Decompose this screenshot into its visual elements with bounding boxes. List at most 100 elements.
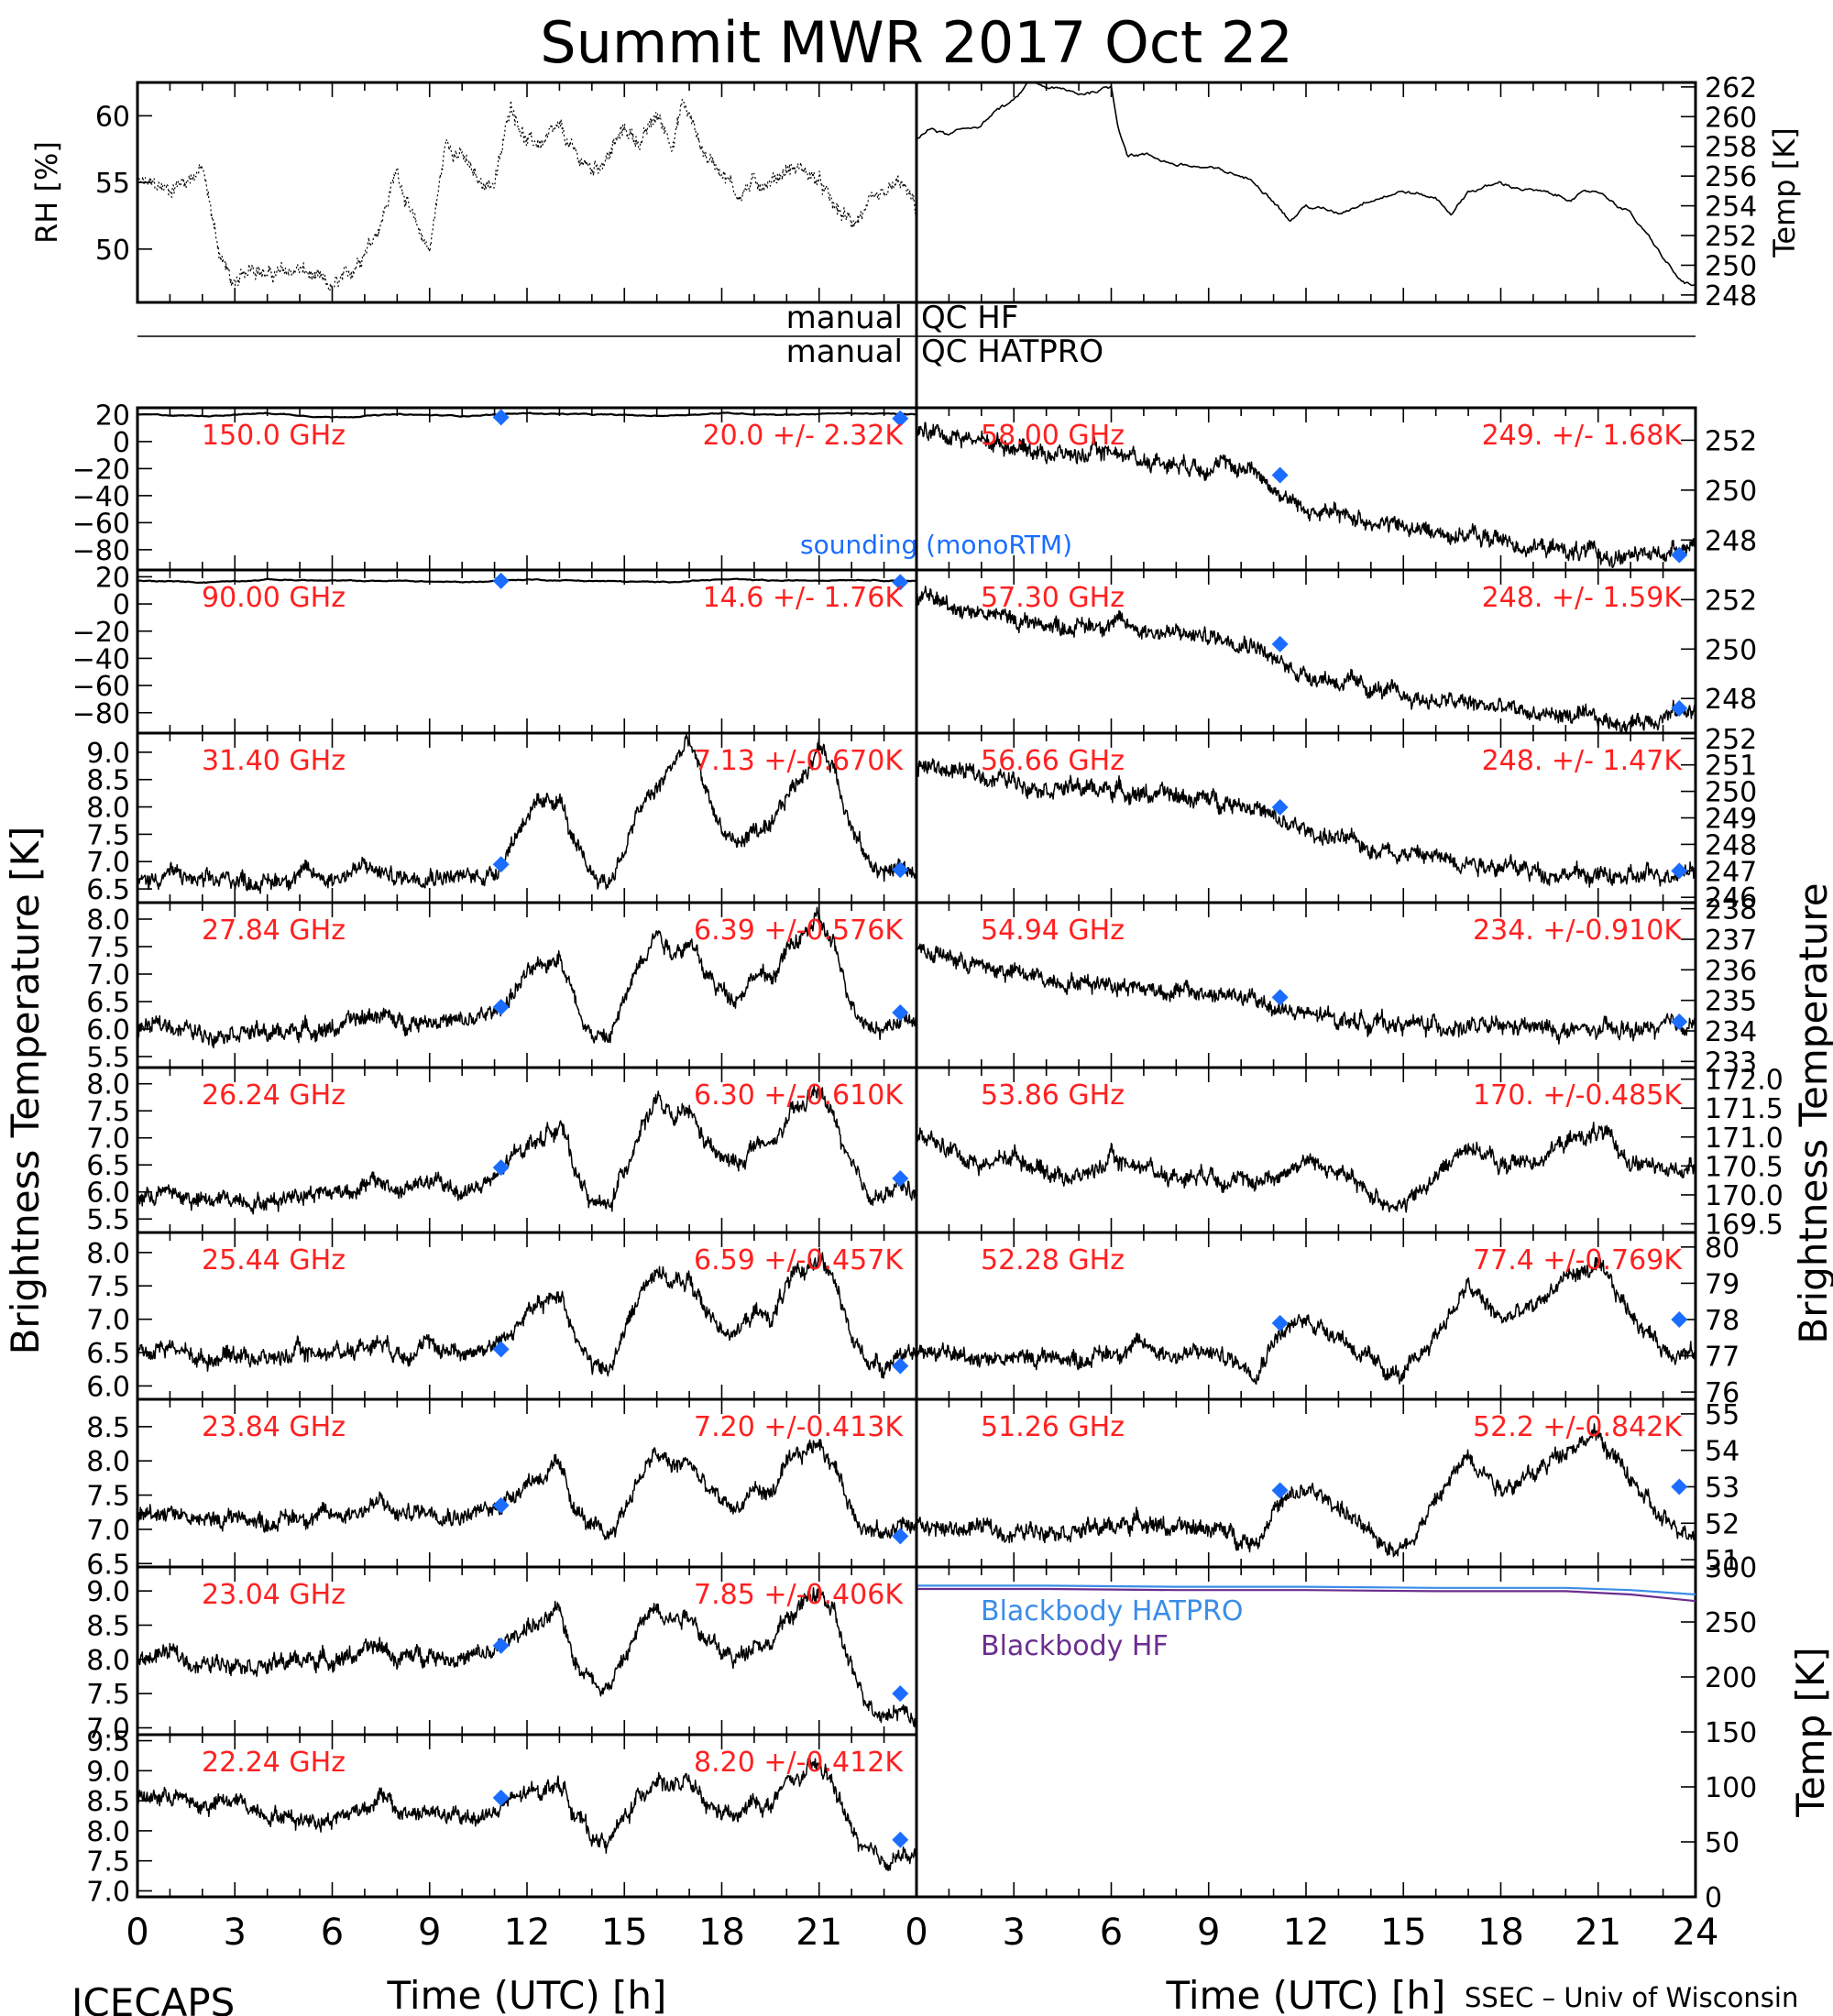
y-tick-label: 247 xyxy=(1705,856,1757,888)
trace-line xyxy=(137,1439,916,1540)
y-tick-label: 236 xyxy=(1705,955,1757,987)
y-tick-label: 6.5 xyxy=(86,1549,130,1581)
channel-stats: 6.39 +/-0.576K xyxy=(694,915,904,947)
channel-stats: 7.13 +/-0.670K xyxy=(694,745,904,777)
trace-line xyxy=(137,1084,916,1215)
panel-content xyxy=(137,1439,916,1545)
x-tick-label-right: 6 xyxy=(1100,1912,1123,1954)
panel-content xyxy=(916,1423,1696,1558)
channel-stats: 7.85 +/-0.406K xyxy=(694,1579,904,1611)
x-tick-label-right: 12 xyxy=(1283,1912,1330,1954)
y-tick-label: 8.0 xyxy=(86,1446,130,1478)
x-tick-label-right: 0 xyxy=(905,1912,927,1954)
qc-row2-left: manual xyxy=(786,334,903,370)
trace-line xyxy=(916,1122,1696,1213)
panel-51-26-ghz: 55 54 53 52 51 51.26 GHz 52.2 +/-0.842K xyxy=(915,1397,1740,1577)
channel-stats: 234. +/-0.910K xyxy=(1473,915,1683,947)
y-tick-label: 7.5 xyxy=(86,1096,130,1128)
channel-stats: 77.4 +/-0.769K xyxy=(1473,1244,1683,1276)
channel-stats: 6.30 +/-0.610K xyxy=(694,1079,904,1112)
panel-blackbody: 300 250 200 150 100 50 0 Temp [K] Blackbody HATP… xyxy=(915,1552,1833,1914)
footer-right: SSEC – Univ of Wisconsin xyxy=(1465,1982,1798,2013)
panel-ylabel: Temp [K] xyxy=(1788,1647,1833,1818)
sounding-marker xyxy=(892,861,909,879)
sounding-marker xyxy=(492,409,510,426)
y-tick-label: 100 xyxy=(1705,1772,1757,1804)
y-tick-label: 20 xyxy=(95,400,130,432)
y-tick-label: 7.5 xyxy=(86,1679,130,1711)
y-tick-label: 7.0 xyxy=(86,1876,130,1908)
y-tick-label: −20 xyxy=(72,454,130,486)
panel-content xyxy=(137,1084,916,1215)
y-tick-label: 7.0 xyxy=(86,959,130,992)
trace-line xyxy=(137,734,916,894)
channel-stats: 8.20 +/-0.412K xyxy=(694,1747,904,1779)
sounding-marker xyxy=(1271,798,1289,816)
legend-blackbody-hf: Blackbody HF xyxy=(981,1630,1169,1662)
y-tick-label: 6.5 xyxy=(86,1338,130,1370)
y-tick-label: 250 xyxy=(1705,634,1757,666)
channel-stats: 6.59 +/-0.457K xyxy=(694,1244,904,1276)
y-tick-label: 249 xyxy=(1705,804,1757,836)
y-tick-label: 6.5 xyxy=(86,874,130,906)
sounding-marker xyxy=(1671,546,1688,564)
trace-line xyxy=(916,758,1696,888)
y-tick-label: 237 xyxy=(1705,925,1757,957)
panel-content xyxy=(916,943,1696,1045)
channel-label: 56.66 GHz xyxy=(981,745,1125,777)
channel-label: 90.00 GHz xyxy=(202,582,346,614)
panel-content xyxy=(137,1757,916,1871)
channel-label: 150.0 GHz xyxy=(202,420,346,452)
sounding-marker xyxy=(1271,989,1289,1006)
sounding-marker xyxy=(1271,635,1289,652)
y-tick-label: −80 xyxy=(72,698,130,730)
channel-stats: 14.6 +/- 1.76K xyxy=(703,582,905,614)
y-tick-label: 7.5 xyxy=(86,1271,130,1303)
sounding-marker xyxy=(892,1528,909,1545)
channel-label: 53.86 GHz xyxy=(981,1079,1125,1112)
y-tick-label: 246 xyxy=(1705,882,1757,915)
y-tick-label: 262 xyxy=(1705,72,1757,104)
left-ylabel: Brightness Temperature [K] xyxy=(3,827,48,1355)
y-tick-label: 51 xyxy=(1705,1545,1740,1577)
panel-content xyxy=(916,1256,1696,1386)
y-tick-label: 251 xyxy=(1705,751,1757,783)
trace-line xyxy=(137,577,916,585)
sounding-marker xyxy=(1671,1310,1688,1328)
panel-90-00-ghz: 200−20−40−60−80 90.00 GHz 14.6 +/- 1.76K xyxy=(72,562,918,735)
y-tick-label: 6.0 xyxy=(86,1178,130,1210)
y-tick-label: 8.5 xyxy=(86,1610,130,1642)
y-tick-label: 0 xyxy=(113,589,130,621)
channel-label: 57.30 GHz xyxy=(981,582,1125,614)
sounding-marker xyxy=(892,574,909,591)
y-tick-label: 7.5 xyxy=(86,1846,130,1879)
figure-title: Summit MWR 2017 Oct 22 xyxy=(540,9,1293,76)
y-tick-label: 8.0 xyxy=(86,793,130,825)
y-tick-label: 8.5 xyxy=(86,1786,130,1818)
y-tick-label: 235 xyxy=(1705,986,1757,1018)
panel-23-84-ghz: 8.58.07.57.06.5 23.84 GHz 7.20 +/-0.413K xyxy=(86,1397,918,1581)
panel-150-0-ghz: 200−20−40−60−80 150.0 GHz 20.0 +/- 2.32K so… xyxy=(72,400,1072,572)
sounding-marker xyxy=(892,1357,909,1375)
y-tick-label: 252 xyxy=(1705,221,1757,253)
y-tick-label: 9.5 xyxy=(86,1726,130,1759)
y-tick-label: 7.0 xyxy=(86,1515,130,1547)
qc-row1-right: QC HF xyxy=(921,300,1018,336)
y-tick-label: 252 xyxy=(1705,585,1757,617)
y-tick-label: 150 xyxy=(1705,1717,1757,1749)
trace-line xyxy=(916,422,1696,568)
y-tick-label: 260 xyxy=(1705,102,1757,134)
y-tick-label: 8.0 xyxy=(86,904,130,937)
y-tick-label: 248 xyxy=(1705,525,1757,557)
x-tick-label-right: 15 xyxy=(1380,1912,1427,1954)
y-tick-label: 6.5 xyxy=(86,987,130,1019)
sounding-marker xyxy=(1671,1478,1688,1496)
sounding-marker xyxy=(492,999,510,1015)
channel-label: 58.00 GHz xyxy=(981,420,1125,452)
y-tick-label: 55 xyxy=(1705,1399,1740,1431)
panel-frame xyxy=(136,81,918,304)
y-tick-label: 80 xyxy=(1705,1233,1740,1265)
